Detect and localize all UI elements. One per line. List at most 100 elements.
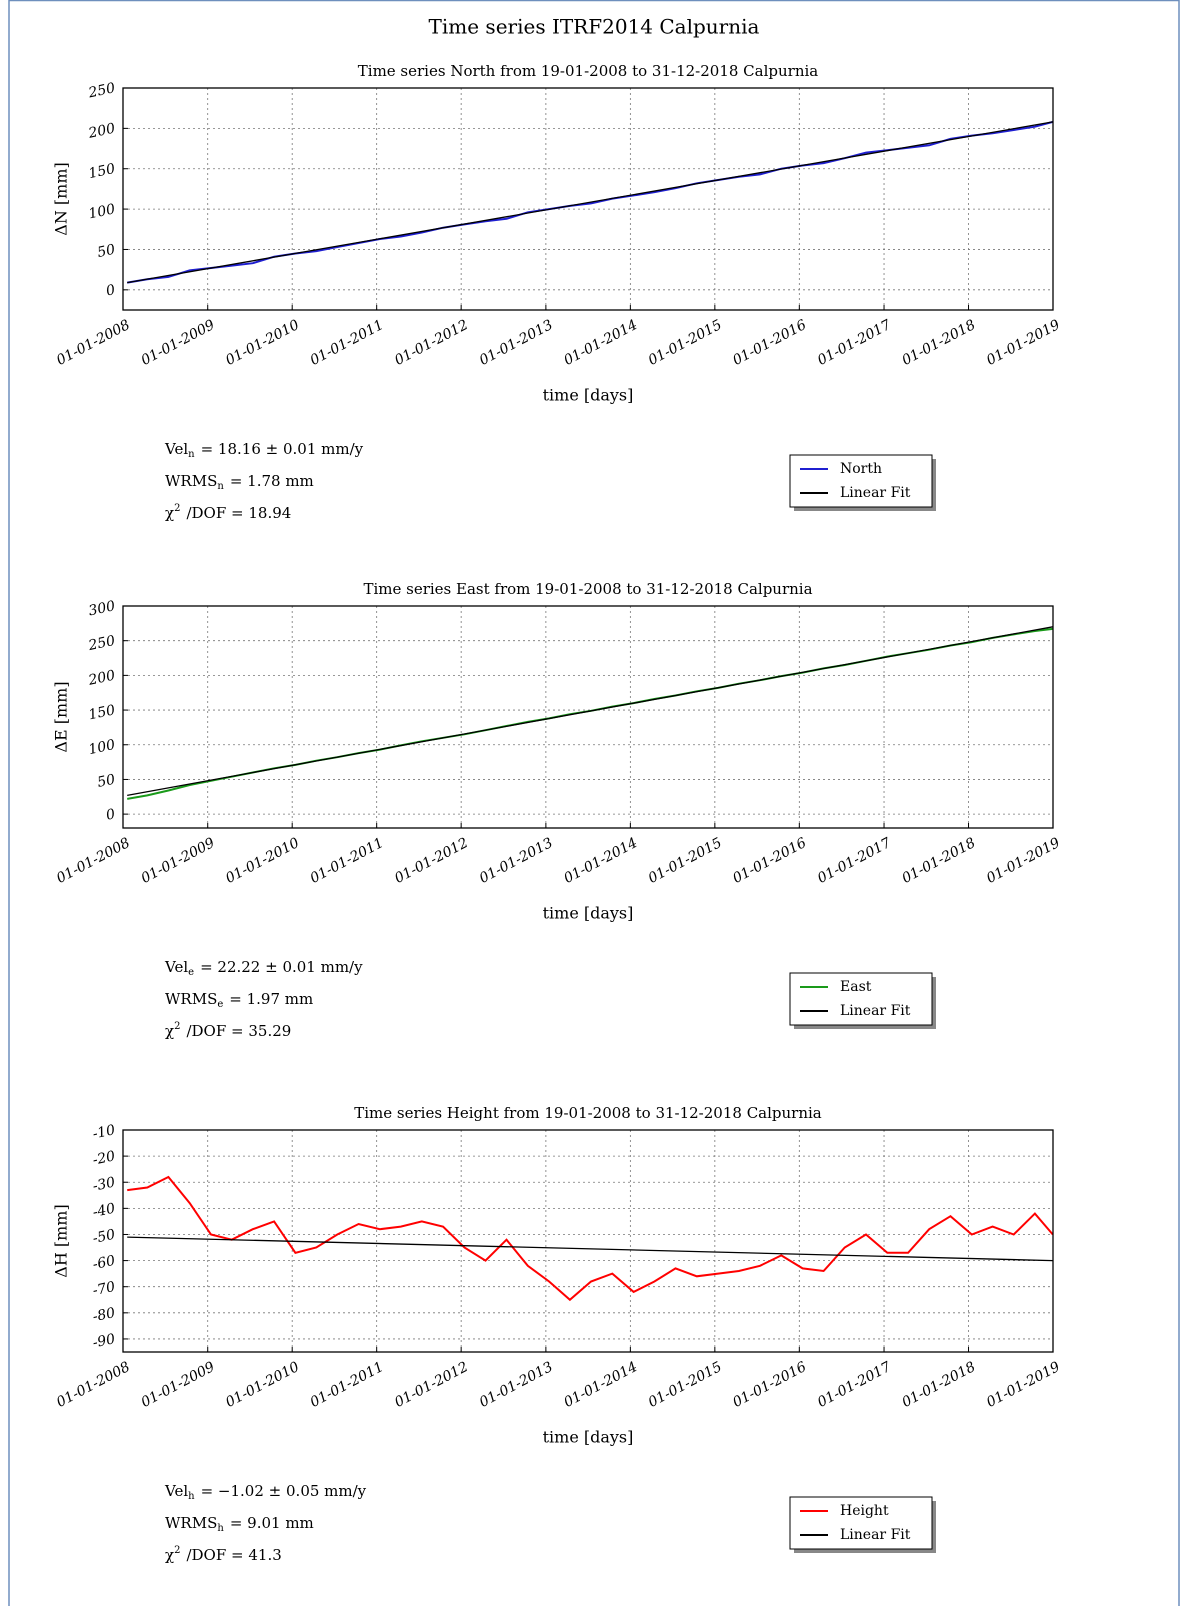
x-tick-label: 01-01-2009 xyxy=(139,1359,218,1411)
page-title: Time series ITRF2014 Calpurnia xyxy=(429,15,760,39)
plot-frame xyxy=(122,1129,1054,1353)
y-tick-label: 100 xyxy=(87,201,117,222)
y-axis-label: ΔN [mm] xyxy=(52,162,71,235)
legend xyxy=(789,972,933,1026)
legend-label: North xyxy=(840,461,882,477)
y-tick-label: -70 xyxy=(91,1279,116,1299)
y-tick-label: 50 xyxy=(96,772,117,791)
x-axis-label: time [days] xyxy=(543,1428,634,1447)
series-line xyxy=(127,626,1053,797)
y-tick-label: -80 xyxy=(91,1305,116,1325)
stat-name: WRMS xyxy=(165,472,217,490)
y-tick-label: 50 xyxy=(96,242,117,261)
stat-value: = 22.22 ± 0.01 mm/y xyxy=(200,958,363,976)
x-tick-label: 01-01-2010 xyxy=(223,1359,302,1411)
stat-name: WRMS xyxy=(165,1514,217,1532)
y-tick-label: 150 xyxy=(87,702,117,723)
legend-label: East xyxy=(840,979,872,995)
plot-frame xyxy=(122,605,1054,829)
y-tick-label: -50 xyxy=(91,1227,116,1247)
stat-name: χ xyxy=(165,1022,174,1040)
chart-title: Time series East from 19-01-2008 to 31-1… xyxy=(363,580,812,598)
x-tick-label: 01-01-2015 xyxy=(646,835,725,887)
x-axis-label: time [days] xyxy=(543,904,634,923)
x-tick-label: 01-01-2016 xyxy=(730,835,809,887)
stat-value: = 18.16 ± 0.01 mm/y xyxy=(201,440,364,458)
x-tick-label: 01-01-2014 xyxy=(561,317,640,369)
x-tick-label: 01-01-2009 xyxy=(139,317,218,369)
y-tick-label: 0 xyxy=(105,806,117,824)
y-tick-label: 200 xyxy=(86,668,117,689)
stat-value: = 1.97 mm xyxy=(229,990,313,1008)
stat-name: Vel xyxy=(164,1482,188,1500)
stat-value: /DOF = 41.3 xyxy=(186,1546,281,1564)
y-tick-label: 200 xyxy=(86,121,117,142)
legend-label: Height xyxy=(840,1503,889,1519)
x-tick-label: 01-01-2008 xyxy=(54,317,133,369)
legend xyxy=(789,1496,933,1550)
y-axis-label: ΔE [mm] xyxy=(52,681,71,752)
series-line xyxy=(127,121,1053,284)
stat-name: WRMS xyxy=(165,990,217,1008)
x-tick-label: 01-01-2010 xyxy=(223,835,302,887)
x-tick-label: 01-01-2019 xyxy=(984,317,1063,369)
x-tick-label: 01-01-2014 xyxy=(561,1359,640,1411)
stat-line: WRMSe = 1.97 mm xyxy=(165,990,313,1010)
stat-name: χ xyxy=(165,504,174,522)
x-axis-label: time [days] xyxy=(543,386,634,405)
x-tick-label: 01-01-2019 xyxy=(984,835,1063,887)
y-tick-label: 150 xyxy=(87,161,117,182)
y-tick-label: -60 xyxy=(91,1253,116,1273)
x-tick-label: 01-01-2009 xyxy=(139,835,218,887)
x-tick-label: 01-01-2011 xyxy=(308,1359,387,1411)
stat-value: = 1.78 mm xyxy=(230,472,314,490)
stat-sub: h xyxy=(188,1491,195,1502)
stat-sub: e xyxy=(217,999,223,1010)
y-tick-label: -90 xyxy=(91,1331,116,1351)
x-tick-label: 01-01-2012 xyxy=(392,835,471,887)
stat-line: WRMSh = 9.01 mm xyxy=(165,1514,314,1534)
stat-line: χ2/DOF = 18.94 xyxy=(165,503,291,523)
x-tick-label: 01-01-2008 xyxy=(54,1359,133,1411)
x-tick-label: 01-01-2017 xyxy=(815,1359,894,1411)
stat-sub: n xyxy=(188,449,195,460)
y-axis-label: ΔH [mm] xyxy=(52,1204,71,1277)
legend-label: Linear Fit xyxy=(840,1003,911,1019)
x-tick-label: 01-01-2013 xyxy=(477,1359,556,1411)
y-tick-label: -40 xyxy=(91,1201,116,1221)
stat-line: χ2/DOF = 35.29 xyxy=(165,1021,291,1041)
frame xyxy=(8,0,1180,1606)
chart-title: Time series Height from 19-01-2008 to 31… xyxy=(354,1104,822,1122)
plot-frame xyxy=(122,87,1054,311)
legend xyxy=(789,454,933,508)
x-tick-label: 01-01-2018 xyxy=(899,317,978,369)
stat-line: Veln = 18.16 ± 0.01 mm/y xyxy=(164,440,364,460)
y-tick-label: 100 xyxy=(87,737,117,758)
x-tick-label: 01-01-2018 xyxy=(899,1359,978,1411)
legend-label: Linear Fit xyxy=(840,485,911,501)
stat-value: /DOF = 35.29 xyxy=(186,1022,291,1040)
stat-value: = −1.02 ± 0.05 mm/y xyxy=(201,1482,367,1500)
x-tick-label: 01-01-2014 xyxy=(561,835,640,887)
x-tick-label: 01-01-2012 xyxy=(392,317,471,369)
y-tick-label: -30 xyxy=(91,1174,116,1194)
x-tick-label: 01-01-2015 xyxy=(646,1359,725,1411)
x-tick-label: 01-01-2011 xyxy=(308,835,387,887)
stat-name: Vel xyxy=(164,440,188,458)
x-tick-label: 01-01-2013 xyxy=(477,317,556,369)
x-tick-label: 01-01-2011 xyxy=(308,317,387,369)
stat-name: χ xyxy=(165,1546,174,1564)
stat-line: χ2/DOF = 41.3 xyxy=(165,1545,282,1565)
chart-title: Time series North from 19-01-2008 to 31-… xyxy=(358,62,819,80)
x-tick-label: 01-01-2017 xyxy=(815,317,894,369)
x-tick-label: 01-01-2018 xyxy=(899,835,978,887)
stat-sub: n xyxy=(217,481,224,492)
series-line xyxy=(127,1236,1053,1262)
stat-line: WRMSn = 1.78 mm xyxy=(165,472,314,492)
x-tick-label: 01-01-2012 xyxy=(392,1359,471,1411)
stat-line: Velh = −1.02 ± 0.05 mm/y xyxy=(164,1482,367,1502)
y-tick-label: -10 xyxy=(91,1122,116,1142)
y-tick-label: 300 xyxy=(87,598,117,619)
x-tick-label: 01-01-2016 xyxy=(730,1359,809,1411)
